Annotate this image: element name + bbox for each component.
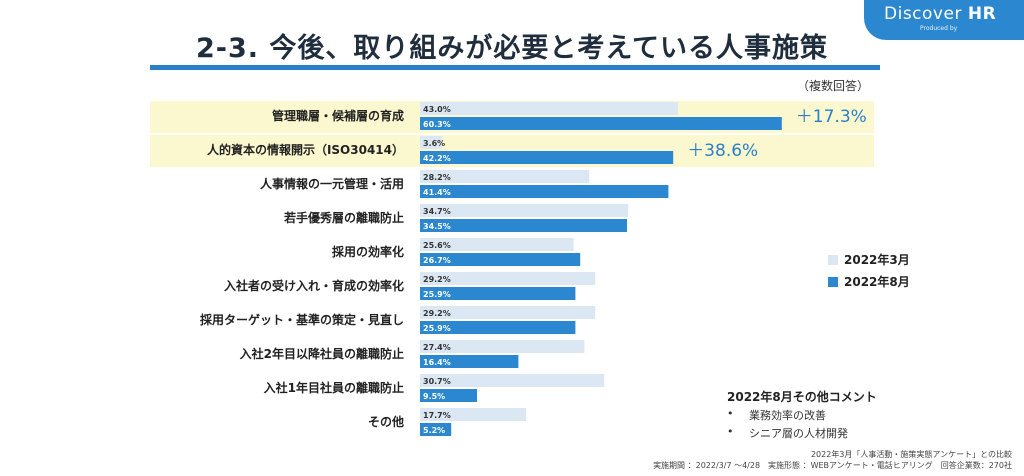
value-label-august: 41.4% (423, 188, 451, 197)
logo-text: Discover HR (884, 4, 997, 24)
bar-2022-march (420, 136, 442, 149)
bar-2022-march (420, 408, 527, 421)
bar-2022-august (420, 151, 674, 164)
comment-text: 業務効率の改善 (749, 409, 826, 422)
legend-march-swatch (828, 254, 838, 265)
page-title: 2-3. 今後、取り組みが必要と考えている人事施策 (195, 33, 829, 64)
difference-annotation: ＋38.6% (687, 141, 758, 161)
value-label-august: 34.5% (423, 222, 451, 231)
bar-2022-march (420, 306, 596, 319)
bullet-icon: • (727, 425, 734, 438)
category-label: 人事情報の一元管理・活用 (260, 176, 404, 191)
bar-2022-march (420, 340, 585, 353)
value-label-march: 34.7% (423, 207, 451, 216)
category-label: 採用の効率化 (332, 244, 404, 259)
category-label: 管理職層・候補層の育成 (272, 108, 404, 123)
value-label-march: 17.7% (423, 411, 451, 420)
bar-2022-march (420, 272, 596, 285)
value-label-august: 5.2% (423, 426, 445, 435)
value-label-march: 43.0% (423, 105, 451, 114)
value-label-march: 25.6% (423, 241, 451, 250)
category-label: 入社2年目以降社員の離職防止 (240, 346, 404, 361)
bar-2022-august (420, 321, 576, 334)
value-label-august: 25.9% (423, 324, 451, 333)
value-label-march: 3.6% (423, 139, 445, 148)
footer-survey-info: 実施期間 ：2022/3/7 ～4/28 実施形態 ：WEBアンケート・電話ヒア… (653, 461, 1012, 470)
multiple-answer-note: （複数回答） (796, 79, 869, 93)
legend-august: 2022年8月 (828, 273, 910, 290)
value-label-august: 9.5% (423, 392, 445, 401)
difference-annotation: ＋17.3% (796, 107, 867, 127)
bullet-icon: • (727, 407, 734, 420)
value-label-march: 29.2% (423, 275, 451, 284)
bar-2022-march (420, 170, 590, 183)
legend-august-label: 2022年8月 (844, 275, 910, 289)
legend-august-swatch (828, 276, 838, 287)
category-label: その他 (368, 414, 404, 429)
value-label-march: 27.4% (423, 343, 451, 352)
bar-2022-august (420, 389, 477, 402)
legend-march: 2022年3月 (828, 251, 910, 268)
category-label: 若手優秀層の離職防止 (283, 210, 404, 225)
value-label-march: 28.2% (423, 173, 451, 182)
comment-item: • シニア層の人材開発 (727, 425, 877, 441)
bar-2022-august (420, 219, 627, 232)
value-label-august: 25.9% (423, 290, 451, 299)
value-label-march: 29.2% (423, 309, 451, 318)
category-label: 人的資本の情報開示（ISO30414） (207, 142, 404, 157)
bar-2022-march (420, 374, 605, 387)
bar-2022-august (420, 355, 519, 368)
bar-2022-march (420, 238, 574, 251)
legend-march-label: 2022年3月 (844, 253, 910, 267)
bar-2022-march (420, 102, 678, 115)
bar-2022-august (420, 185, 669, 198)
brand-logo: Discover HR Produced by (864, 0, 1024, 40)
title-underline (150, 65, 880, 70)
category-label: 採用ターゲット・基準の策定・見直し (200, 312, 404, 327)
value-label-august: 42.2% (423, 154, 451, 163)
comments-title: 2022年8月その他コメント (727, 390, 877, 404)
category-label: 入社者の受け入れ・育成の効率化 (224, 278, 404, 293)
value-label-august: 60.3% (423, 120, 451, 129)
bar-2022-august (420, 253, 581, 266)
other-comments: 2022年8月その他コメント • 業務効率の改善 • シニア層の人材開発 (727, 388, 877, 441)
comment-text: シニア層の人材開発 (749, 427, 848, 440)
footer-comparison-note: 2022年3月「人事活動・施策実態アンケート」との比較 (810, 450, 1012, 459)
comment-item: • 業務効率の改善 (727, 407, 877, 423)
bar-2022-august (420, 423, 452, 436)
value-label-august: 16.4% (423, 358, 451, 367)
logo-subtext: Produced by (920, 25, 958, 32)
bar-2022-august (420, 287, 576, 300)
bar-2022-march (420, 204, 629, 217)
value-label-august: 26.7% (423, 256, 451, 265)
value-label-march: 30.7% (423, 377, 451, 386)
category-label: 入社1年目社員の離職防止 (264, 380, 404, 395)
bar-2022-august (420, 117, 782, 130)
